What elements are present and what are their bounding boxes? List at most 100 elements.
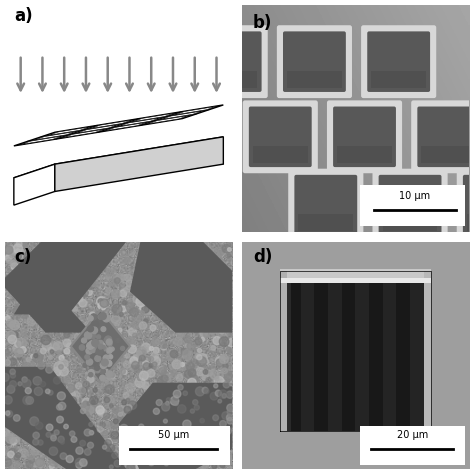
Polygon shape — [0, 237, 91, 333]
Circle shape — [228, 427, 234, 433]
Circle shape — [42, 259, 50, 266]
Circle shape — [161, 345, 166, 350]
FancyBboxPatch shape — [371, 71, 426, 88]
Circle shape — [109, 465, 113, 469]
Circle shape — [42, 341, 52, 350]
Circle shape — [125, 354, 129, 358]
Circle shape — [178, 405, 186, 413]
Circle shape — [27, 388, 37, 397]
Circle shape — [65, 460, 73, 468]
Circle shape — [88, 442, 93, 448]
Circle shape — [7, 259, 11, 263]
Circle shape — [143, 242, 147, 246]
Circle shape — [15, 348, 23, 357]
Circle shape — [50, 262, 55, 267]
Text: c): c) — [14, 248, 31, 266]
Polygon shape — [118, 118, 161, 127]
Circle shape — [38, 440, 43, 445]
Circle shape — [98, 344, 103, 349]
Circle shape — [138, 424, 144, 429]
Circle shape — [33, 376, 42, 385]
Polygon shape — [130, 237, 237, 333]
Circle shape — [106, 361, 112, 366]
Circle shape — [181, 306, 185, 310]
Circle shape — [16, 241, 22, 246]
Circle shape — [209, 418, 216, 425]
Circle shape — [83, 363, 87, 367]
Bar — [383, 283, 396, 430]
Circle shape — [136, 297, 146, 307]
Circle shape — [89, 403, 98, 412]
Circle shape — [39, 362, 43, 366]
Circle shape — [183, 425, 191, 432]
Circle shape — [33, 353, 43, 363]
Circle shape — [9, 381, 17, 388]
Circle shape — [119, 346, 123, 350]
Circle shape — [19, 415, 27, 423]
Circle shape — [164, 404, 171, 410]
Circle shape — [180, 442, 183, 446]
Circle shape — [194, 268, 202, 276]
Circle shape — [186, 263, 191, 268]
Circle shape — [146, 391, 150, 395]
Circle shape — [225, 456, 234, 465]
Circle shape — [215, 270, 219, 274]
Circle shape — [206, 378, 211, 383]
Circle shape — [170, 419, 173, 422]
Circle shape — [96, 344, 100, 349]
Circle shape — [67, 249, 76, 257]
Circle shape — [30, 441, 38, 450]
Circle shape — [82, 332, 88, 338]
Circle shape — [219, 390, 227, 399]
Circle shape — [124, 257, 130, 263]
Circle shape — [151, 283, 161, 293]
Circle shape — [136, 262, 140, 266]
Circle shape — [77, 349, 81, 354]
Circle shape — [98, 299, 103, 304]
Circle shape — [187, 269, 197, 279]
Circle shape — [136, 269, 140, 274]
Circle shape — [218, 335, 225, 343]
Circle shape — [195, 410, 201, 416]
Circle shape — [178, 384, 183, 390]
FancyBboxPatch shape — [283, 31, 346, 92]
Circle shape — [61, 265, 70, 273]
Circle shape — [176, 374, 183, 381]
Circle shape — [100, 313, 106, 319]
Circle shape — [100, 362, 107, 368]
Circle shape — [219, 298, 226, 304]
Circle shape — [24, 312, 28, 316]
Circle shape — [207, 386, 214, 393]
Circle shape — [101, 301, 108, 308]
Circle shape — [13, 415, 20, 421]
FancyBboxPatch shape — [253, 146, 308, 163]
Circle shape — [165, 456, 171, 461]
Circle shape — [5, 360, 10, 365]
Circle shape — [189, 298, 198, 307]
Circle shape — [97, 335, 100, 339]
Circle shape — [209, 433, 219, 443]
Circle shape — [192, 400, 198, 405]
FancyBboxPatch shape — [333, 107, 396, 167]
Circle shape — [59, 383, 66, 390]
Circle shape — [184, 370, 191, 377]
Circle shape — [105, 439, 111, 447]
Circle shape — [213, 339, 220, 346]
Circle shape — [210, 383, 217, 391]
Circle shape — [18, 382, 22, 386]
Bar — [287, 283, 301, 430]
Circle shape — [126, 337, 135, 346]
Circle shape — [123, 392, 129, 398]
Polygon shape — [105, 122, 147, 131]
Bar — [280, 271, 287, 430]
FancyBboxPatch shape — [337, 146, 392, 163]
Circle shape — [153, 430, 157, 434]
Circle shape — [210, 325, 219, 333]
Circle shape — [96, 406, 104, 414]
Circle shape — [150, 262, 155, 267]
Circle shape — [133, 294, 142, 303]
Circle shape — [95, 349, 100, 354]
Circle shape — [218, 432, 225, 438]
Circle shape — [54, 362, 64, 372]
Circle shape — [119, 424, 128, 433]
